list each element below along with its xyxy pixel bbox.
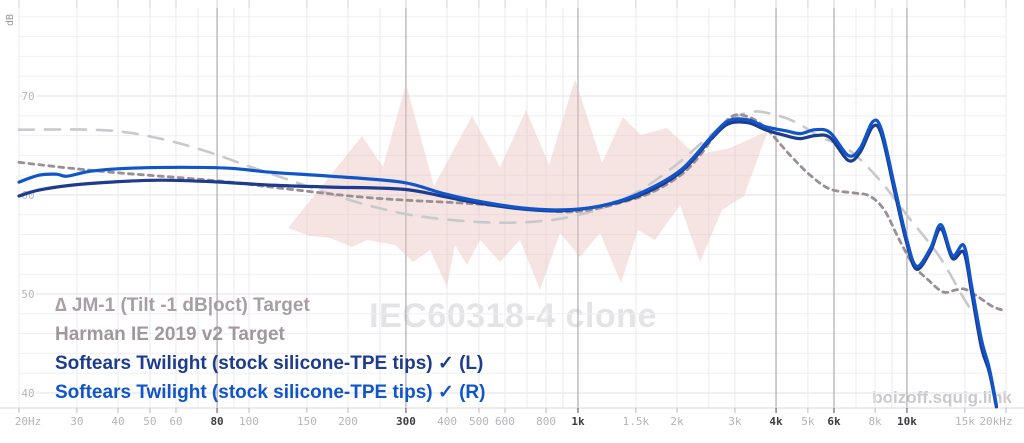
x-tick-label: 500 [469, 415, 489, 428]
x-tick-label: 400 [437, 415, 457, 428]
curve-twilight-right [17, 117, 998, 407]
y-tick-label: 50 [21, 288, 34, 301]
x-tick-label: 800 [536, 415, 556, 428]
x-tick-label: 1k [571, 415, 585, 428]
x-tick-label: 30 [70, 415, 83, 428]
legend-item-twilight-left[interactable]: Softears Twilight (stock silicone-TPE ti… [55, 353, 484, 374]
x-tick-label: 6k [827, 415, 841, 428]
x-tick-label: 8k [868, 415, 882, 428]
x-tick-label: 600 [495, 415, 515, 428]
x-tick-label: 2k [670, 415, 684, 428]
x-tick-label: 20Hz [15, 415, 42, 428]
x-tick-label: 50 [143, 415, 156, 428]
y-axis-unit-label: dB [5, 14, 16, 26]
legend-item-twilight-right[interactable]: Softears Twilight (stock silicone-TPE ti… [55, 382, 486, 403]
x-tick-label: 300 [396, 415, 416, 428]
legend: ∆ JM-1 (Tilt -1 dB|oct) Target Harman IE … [55, 291, 485, 407]
x-tick-label: 150 [297, 415, 317, 428]
x-tick-label: 4k [769, 415, 783, 428]
rig-watermark-text: IEC60318-4 clone [369, 297, 657, 335]
x-tick-label: 40 [111, 415, 124, 428]
curves [17, 110, 1003, 409]
y-tick-label: 70 [21, 90, 34, 103]
x-tick-label: 100 [239, 415, 259, 428]
x-tick-label: 60 [169, 415, 182, 428]
x-tick-label: 5k [801, 415, 815, 428]
legend-item-jm1-target[interactable]: ∆ JM-1 (Tilt -1 dB|oct) Target [55, 295, 310, 316]
x-axis-tick-labels: 20Hz 30 40 50 60 80 100 150 200 300 400 500 600 800 1k… [15, 415, 1013, 428]
x-tick-label: 20kHz [979, 415, 1012, 428]
x-tick-label: 1.5k [623, 415, 650, 428]
x-tick-label: 3k [728, 415, 742, 428]
x-tick-label: 200 [338, 415, 358, 428]
x-tick-label: 15k [955, 415, 975, 428]
x-tick-label: 10k [897, 415, 917, 428]
curve-harman-ie2019-target [17, 113, 1003, 312]
y-tick-label: 40 [21, 387, 34, 400]
tolerance-splat-polygon [288, 79, 768, 290]
legend-item-harman-target[interactable]: Harman IE 2019 v2 Target [55, 324, 285, 345]
x-tick-label: 80 [210, 415, 223, 428]
tolerance-splat-watermark [288, 79, 768, 290]
